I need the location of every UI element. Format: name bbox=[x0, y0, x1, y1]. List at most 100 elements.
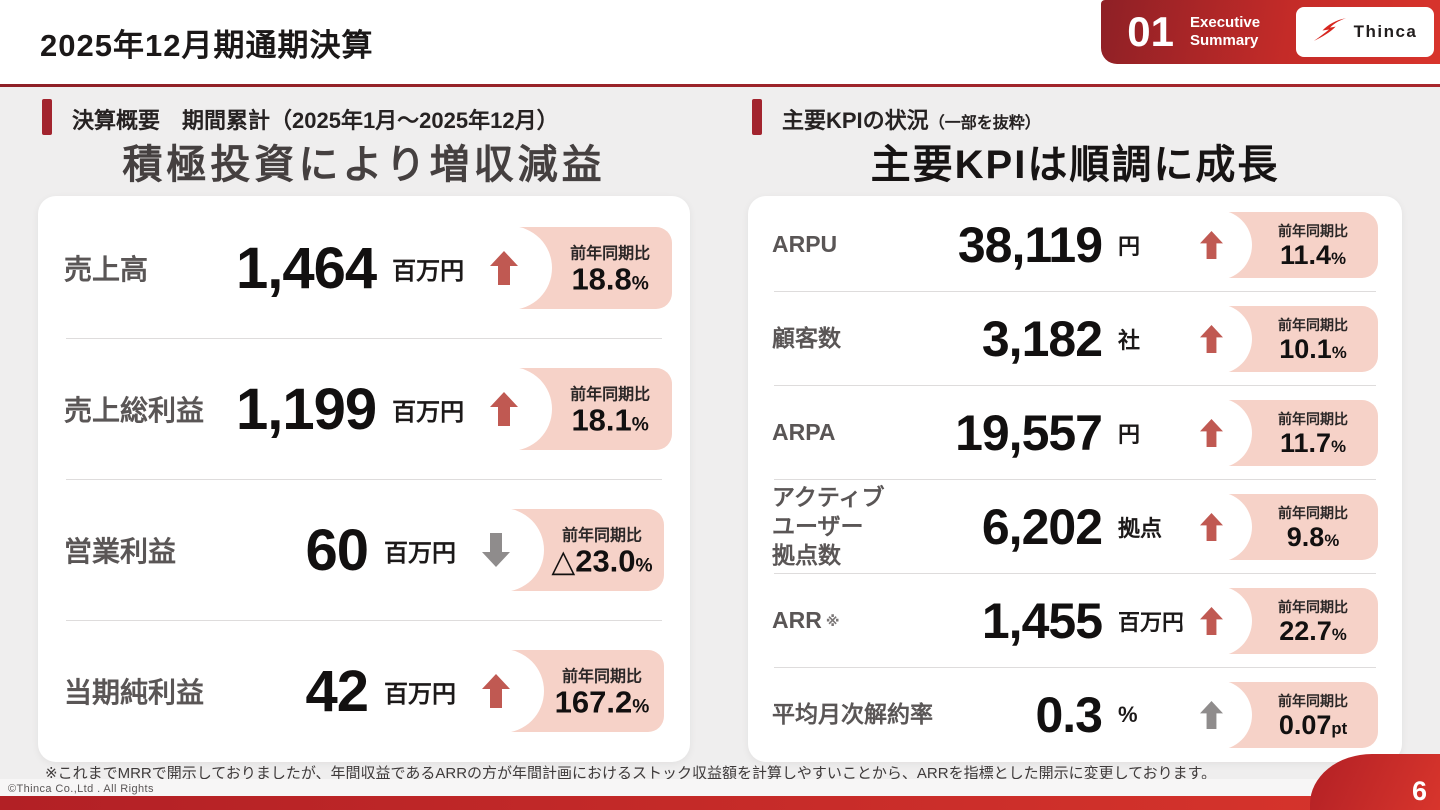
metric-value: 1,464 bbox=[236, 235, 377, 301]
yoy-text: 前年同期比 18.1% bbox=[552, 381, 668, 438]
arrow-circle bbox=[1182, 303, 1252, 374]
left-headline: 積極投資により増収減益 bbox=[122, 143, 606, 187]
down-arrow-icon bbox=[482, 533, 510, 567]
metric-row: 当期純利益 42 百万円 前年同期比 167.2% bbox=[64, 621, 664, 761]
metric-unit: 百万円 bbox=[384, 680, 456, 708]
yoy-text: 前年同期比 10.1% bbox=[1252, 314, 1374, 362]
metric-label: 売上総利益 bbox=[64, 395, 205, 426]
yoy-label: 前年同期比 bbox=[561, 668, 642, 686]
accent-bar-icon bbox=[752, 99, 762, 135]
copyright: ©Thinca Co.,Ltd . All Rights bbox=[8, 783, 154, 795]
left-section-header: 決算概要 期間累計（2025年1月～2025年12月） bbox=[42, 99, 559, 135]
accent-bar-icon bbox=[42, 99, 52, 135]
up-arrow-icon bbox=[1200, 418, 1223, 447]
yoy-value: 22.7% bbox=[1279, 615, 1347, 646]
yoy-value: 10.1% bbox=[1279, 333, 1347, 364]
yoy-value: 18.1% bbox=[571, 402, 649, 438]
metric-row: 売上高 1,464 百万円 前年同期比 18.8% bbox=[64, 198, 673, 338]
right-section-title: 主要KPIの状況（一部を抜粋） bbox=[782, 108, 1041, 133]
metric-row: 売上総利益 1,199 百万円 前年同期比 18.1% bbox=[64, 339, 673, 479]
metric-label: 平均月次解約率 bbox=[772, 701, 933, 728]
metric-label: ARPU bbox=[772, 231, 838, 258]
arrow-circle bbox=[1182, 585, 1252, 656]
metric-value: 38,119 bbox=[957, 216, 1103, 273]
yoy-label: 前年同期比 bbox=[570, 386, 651, 404]
company-logo: Thinca bbox=[1296, 7, 1434, 57]
bottom-red-bar bbox=[0, 796, 1440, 810]
up-arrow-icon bbox=[1200, 324, 1223, 353]
metric-label: アクティブ ユーザー 拠点数 bbox=[772, 484, 885, 568]
up-arrow-icon bbox=[490, 251, 519, 285]
yoy-value-suffix: % bbox=[632, 696, 650, 718]
yoy-badge: 前年同期比 18.8% bbox=[468, 226, 673, 310]
yoy-badge: 前年同期比 11.4% bbox=[1182, 209, 1378, 280]
yoy-text: 前年同期比 11.4% bbox=[1252, 220, 1374, 268]
row-divider bbox=[66, 479, 662, 480]
yoy-value-suffix: % bbox=[1331, 624, 1347, 644]
yoy-label: 前年同期比 bbox=[1278, 598, 1348, 615]
yoy-label: 前年同期比 bbox=[1278, 692, 1348, 709]
arrow-circle bbox=[1182, 397, 1252, 468]
yoy-text: 前年同期比 18.8% bbox=[552, 240, 668, 297]
yoy-label: 前年同期比 bbox=[1278, 222, 1348, 239]
metric-unit: 百万円 bbox=[392, 398, 465, 426]
yoy-label: 前年同期比 bbox=[561, 527, 642, 545]
metric-unit: 百万円 bbox=[392, 257, 465, 285]
row-divider bbox=[774, 291, 1376, 292]
yoy-badge: 前年同期比 18.1% bbox=[468, 367, 673, 451]
metric-label: ARPA bbox=[772, 419, 836, 446]
yoy-badge: 前年同期比 10.1% bbox=[1182, 303, 1378, 374]
metric-row: 営業利益 60 百万円 前年同期比 △23.0% bbox=[64, 480, 664, 620]
yoy-value: 9.8% bbox=[1286, 521, 1340, 552]
yoy-badge: 前年同期比 11.7% bbox=[1182, 397, 1378, 468]
logo-swoosh-icon bbox=[1313, 17, 1347, 47]
row-divider bbox=[66, 620, 662, 621]
metric-value: 6,202 bbox=[981, 498, 1103, 555]
financial-summary-card: 売上高 1,464 百万円 前年同期比 18.8% 売上総利益 1,199 百万円 前年同期比 1… bbox=[38, 196, 690, 762]
up-arrow-icon bbox=[482, 674, 510, 708]
yoy-value: 18.8% bbox=[571, 261, 649, 297]
metric-row: ARPA 19,557 円 前年同期比 11.7% bbox=[772, 386, 1378, 479]
yoy-value-suffix: % bbox=[635, 555, 653, 577]
yoy-value-suffix: pt bbox=[1331, 718, 1348, 738]
header-separator bbox=[0, 84, 1440, 87]
yoy-label: 前年同期比 bbox=[1278, 410, 1348, 427]
yoy-value-suffix: % bbox=[1324, 530, 1340, 550]
arrow-circle bbox=[1182, 679, 1252, 750]
yoy-value: 11.7% bbox=[1280, 427, 1346, 458]
copyright-strip bbox=[0, 779, 1440, 796]
metric-unit: 百万円 bbox=[384, 539, 456, 567]
yoy-value-suffix: % bbox=[631, 273, 649, 295]
yoy-label: 前年同期比 bbox=[1278, 504, 1348, 521]
yoy-text: 前年同期比 11.7% bbox=[1252, 408, 1374, 456]
metric-label: 売上高 bbox=[64, 254, 149, 285]
metric-value: 19,557 bbox=[955, 404, 1103, 461]
header-band: 2025年12月期通期決算 01 Executive Summary Thinc… bbox=[0, 0, 1440, 87]
up-arrow-icon bbox=[1200, 606, 1223, 635]
section-label: Executive Summary bbox=[1190, 14, 1261, 49]
metric-unit: 拠点 bbox=[1118, 515, 1163, 541]
yoy-value-suffix: % bbox=[1331, 436, 1346, 456]
metric-row: 平均月次解約率 0.3% 前年同期比 0.07pt bbox=[772, 668, 1378, 761]
metric-label: ARR ※ bbox=[772, 607, 840, 634]
metric-row: アクティブ ユーザー 拠点数 6,202 拠点 前年同期比 9.8% bbox=[772, 480, 1378, 573]
yoy-label: 前年同期比 bbox=[570, 245, 651, 263]
yoy-value-suffix: % bbox=[1331, 342, 1347, 362]
yoy-value: 0.07pt bbox=[1278, 709, 1348, 740]
yoy-badge: 前年同期比 167.2% bbox=[460, 649, 664, 733]
row-divider bbox=[774, 479, 1376, 480]
metric-label: 営業利益 bbox=[64, 536, 177, 567]
right-section-header: 主要KPIの状況（一部を抜粋） bbox=[752, 99, 1041, 135]
yoy-badge: 前年同期比 △23.0% bbox=[460, 508, 664, 592]
up-arrow-icon bbox=[1200, 230, 1223, 259]
arrow-circle bbox=[1182, 209, 1252, 280]
up-arrow-icon bbox=[1200, 700, 1223, 729]
page-title: 2025年12月期通期決算 bbox=[40, 28, 374, 63]
row-divider bbox=[774, 385, 1376, 386]
yoy-badge: 前年同期比 0.07pt bbox=[1182, 679, 1378, 750]
metric-value: 60 bbox=[305, 517, 369, 583]
metric-unit: 百万円 bbox=[1118, 609, 1185, 635]
metric-unit: 円 bbox=[1118, 421, 1141, 447]
logo-text: Thinca bbox=[1353, 22, 1418, 41]
metric-value: 0.3 bbox=[1035, 686, 1103, 743]
